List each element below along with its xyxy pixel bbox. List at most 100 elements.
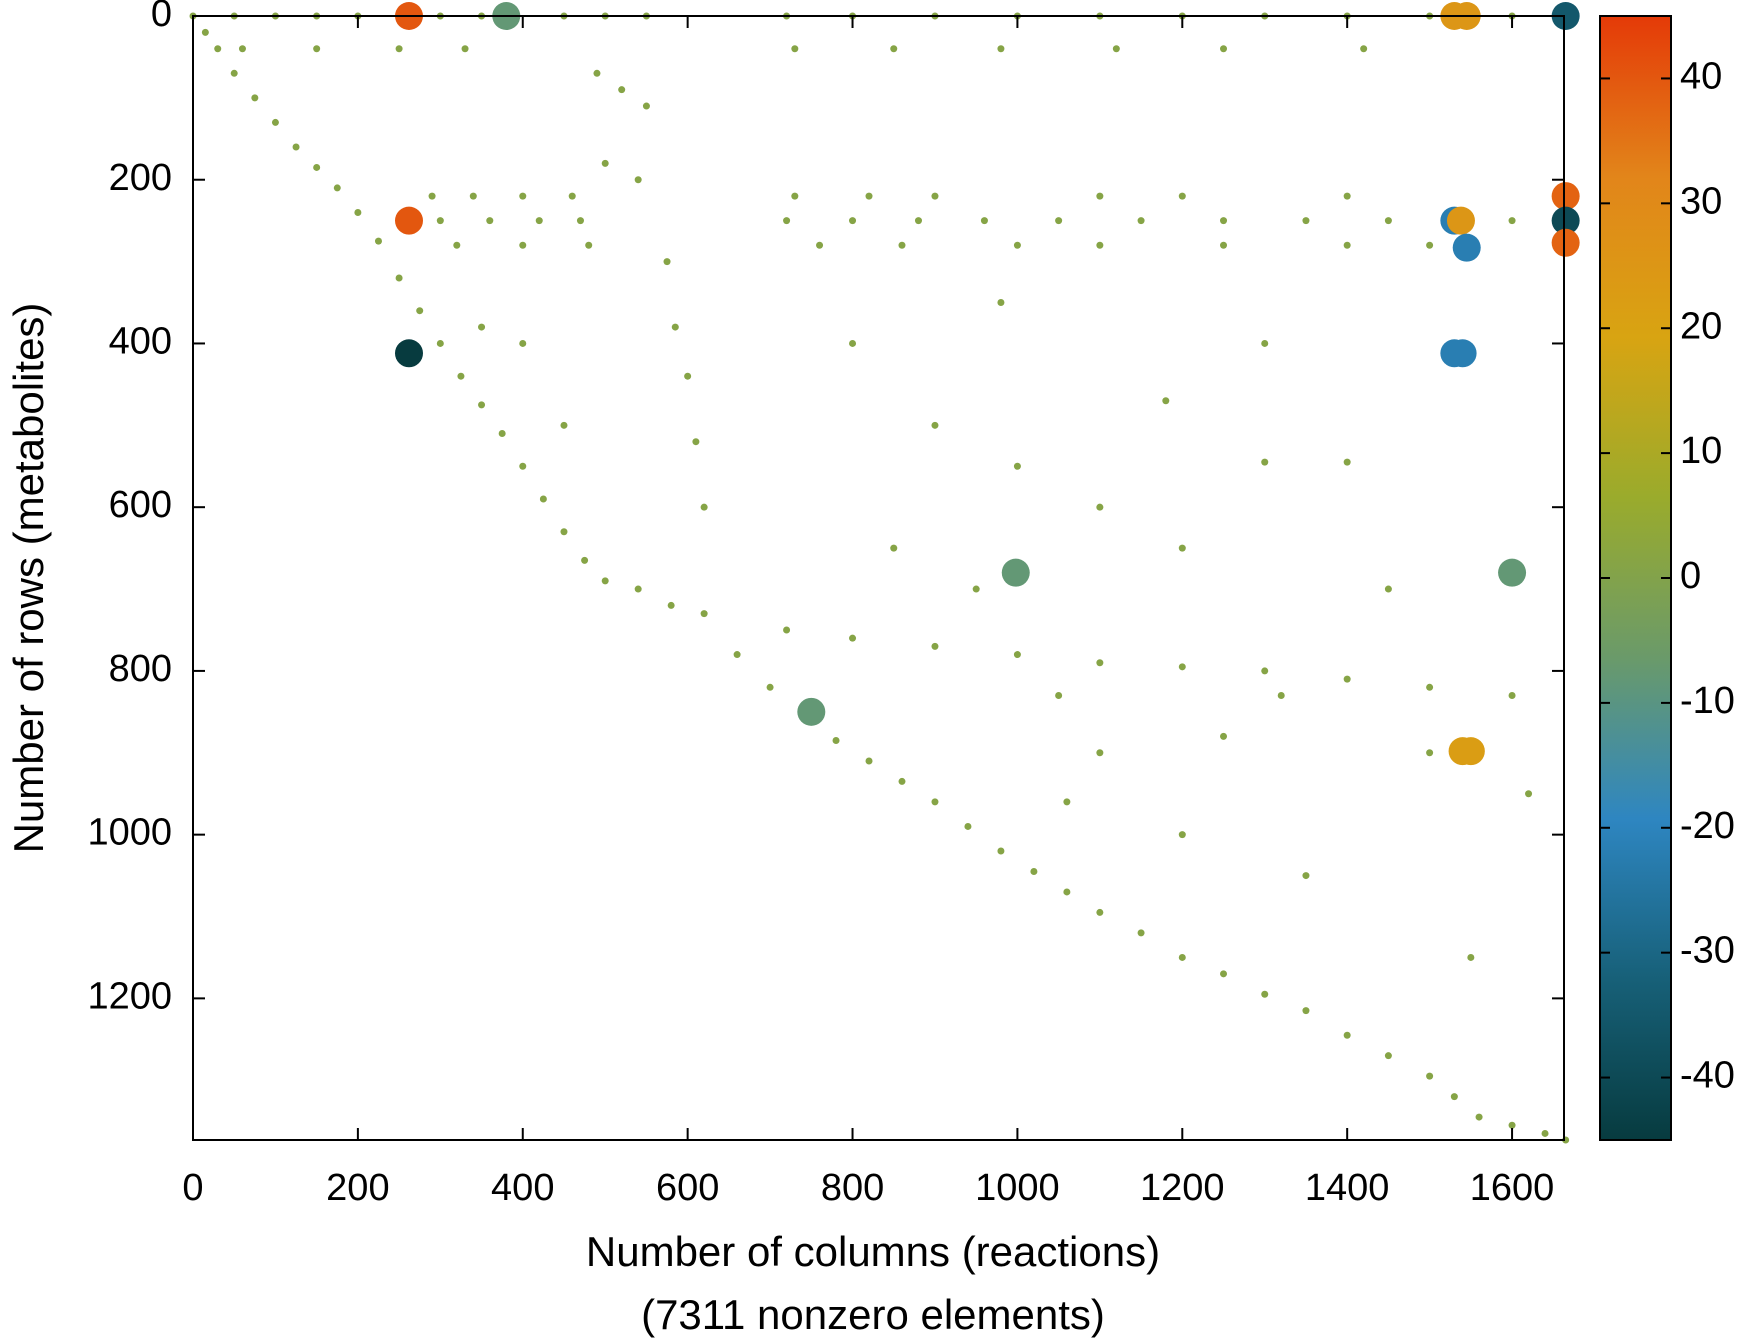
- nonzero-point: [1302, 1007, 1310, 1015]
- nonzero-point: [201, 28, 209, 36]
- nonzero-point: [1261, 990, 1269, 998]
- nonzero-point: [1525, 790, 1533, 798]
- nonzero-point: [1343, 192, 1351, 200]
- nonzero-point: [436, 217, 444, 225]
- nonzero-point: [931, 798, 939, 806]
- nonzero-point: [1178, 831, 1186, 839]
- nonzero-point: [1063, 888, 1071, 896]
- nonzero-point: [394, 339, 423, 368]
- y-tick-label: 400: [109, 320, 172, 362]
- nonzero-point: [980, 217, 988, 225]
- nonzero-point: [931, 192, 939, 200]
- nonzero-point: [914, 217, 922, 225]
- nonzero-point: [453, 241, 461, 249]
- nonzero-point: [519, 339, 527, 347]
- nonzero-point: [1551, 228, 1580, 257]
- nonzero-point: [1055, 691, 1063, 699]
- colorbar-tick-label: 30: [1680, 180, 1722, 222]
- nonzero-point: [1343, 1031, 1351, 1039]
- nonzero-point: [700, 503, 708, 511]
- nonzero-point: [560, 421, 568, 429]
- nonzero-point: [1013, 651, 1021, 659]
- nonzero-point: [663, 258, 671, 266]
- nonzero-point: [1551, 206, 1580, 235]
- colorbar-tick-label: -30: [1680, 930, 1735, 972]
- nonzero-point: [519, 192, 527, 200]
- nonzero-point: [671, 323, 679, 331]
- nonzero-point: [1178, 663, 1186, 671]
- nonzero-point: [1096, 241, 1104, 249]
- y-tick-label: 1000: [87, 812, 172, 854]
- nonzero-point: [1178, 544, 1186, 552]
- nonzero-point: [1096, 749, 1104, 757]
- nonzero-point: [931, 421, 939, 429]
- nonzero-point: [1096, 908, 1104, 916]
- nonzero-point: [898, 777, 906, 785]
- nonzero-point: [395, 274, 403, 282]
- nonzero-point: [1277, 691, 1285, 699]
- nonzero-point: [931, 642, 939, 650]
- x-tick-label: 600: [656, 1167, 719, 1209]
- nonzero-point: [1426, 1072, 1434, 1080]
- nonzero-point: [700, 610, 708, 618]
- nonzero-point: [1450, 1093, 1458, 1101]
- nonzero-point: [478, 401, 486, 409]
- nonzero-point: [601, 577, 609, 585]
- nonzero-point: [1220, 732, 1228, 740]
- plot-frame: [192, 15, 1565, 1141]
- nonzero-point: [997, 299, 1005, 307]
- nonzero-point: [783, 626, 791, 634]
- nonzero-point: [1030, 867, 1038, 875]
- colorbar-tick-label: 40: [1680, 55, 1722, 97]
- nonzero-point: [791, 192, 799, 200]
- x-tick-label: 800: [821, 1167, 884, 1209]
- nonzero-point: [519, 241, 527, 249]
- nonzero-point: [1013, 241, 1021, 249]
- nonzero-point: [333, 184, 341, 192]
- nonzero-point: [618, 86, 626, 94]
- nonzero-point: [292, 143, 300, 151]
- nonzero-point: [313, 163, 321, 171]
- nonzero-point: [766, 683, 774, 691]
- colorbar-tick-label: 0: [1680, 555, 1701, 597]
- nonzero-point: [535, 217, 543, 225]
- nonzero-point: [1541, 1129, 1549, 1137]
- nonzero-point: [1013, 462, 1021, 470]
- nonzero-point: [461, 45, 469, 53]
- x-tick-label: 1400: [1305, 1167, 1390, 1209]
- nonzero-point: [733, 651, 741, 659]
- nonzero-point: [1055, 217, 1063, 225]
- nonzero-point: [1137, 929, 1145, 937]
- nonzero-point: [1261, 458, 1269, 466]
- nonzero-point: [1001, 558, 1030, 587]
- nonzero-point: [1467, 953, 1475, 961]
- x-tick-label: 1200: [1140, 1167, 1225, 1209]
- nonzero-point: [797, 697, 826, 726]
- nonzero-point: [539, 495, 547, 503]
- nonzero-point: [428, 192, 436, 200]
- nonzero-point: [1302, 872, 1310, 880]
- nonzero-point: [642, 102, 650, 110]
- nonzero-point: [1343, 241, 1351, 249]
- nonzero-point: [849, 217, 857, 225]
- nonzero-point: [1551, 2, 1580, 30]
- y-axis-label: Number of rows (metabolites): [5, 303, 52, 854]
- nonzero-point: [783, 217, 791, 225]
- nonzero-point: [684, 372, 692, 380]
- colorbar-tick-label: -40: [1680, 1055, 1735, 1097]
- nonzero-point: [890, 45, 898, 53]
- nonzero-point: [1384, 1052, 1392, 1060]
- nonzero-point: [1508, 1121, 1516, 1129]
- nonzero-point: [519, 462, 527, 470]
- nonzero-point: [601, 159, 609, 167]
- nonzero-point: [1178, 953, 1186, 961]
- x-tick-label: 0: [182, 1167, 203, 1209]
- nonzero-point: [1426, 683, 1434, 691]
- nonzero-point: [1112, 45, 1120, 53]
- x-tick-label: 1600: [1470, 1167, 1555, 1209]
- nonzero-point: [890, 544, 898, 552]
- nonzero-point: [1261, 667, 1269, 675]
- nonzero-point: [832, 737, 840, 745]
- nonzero-point: [1426, 749, 1434, 757]
